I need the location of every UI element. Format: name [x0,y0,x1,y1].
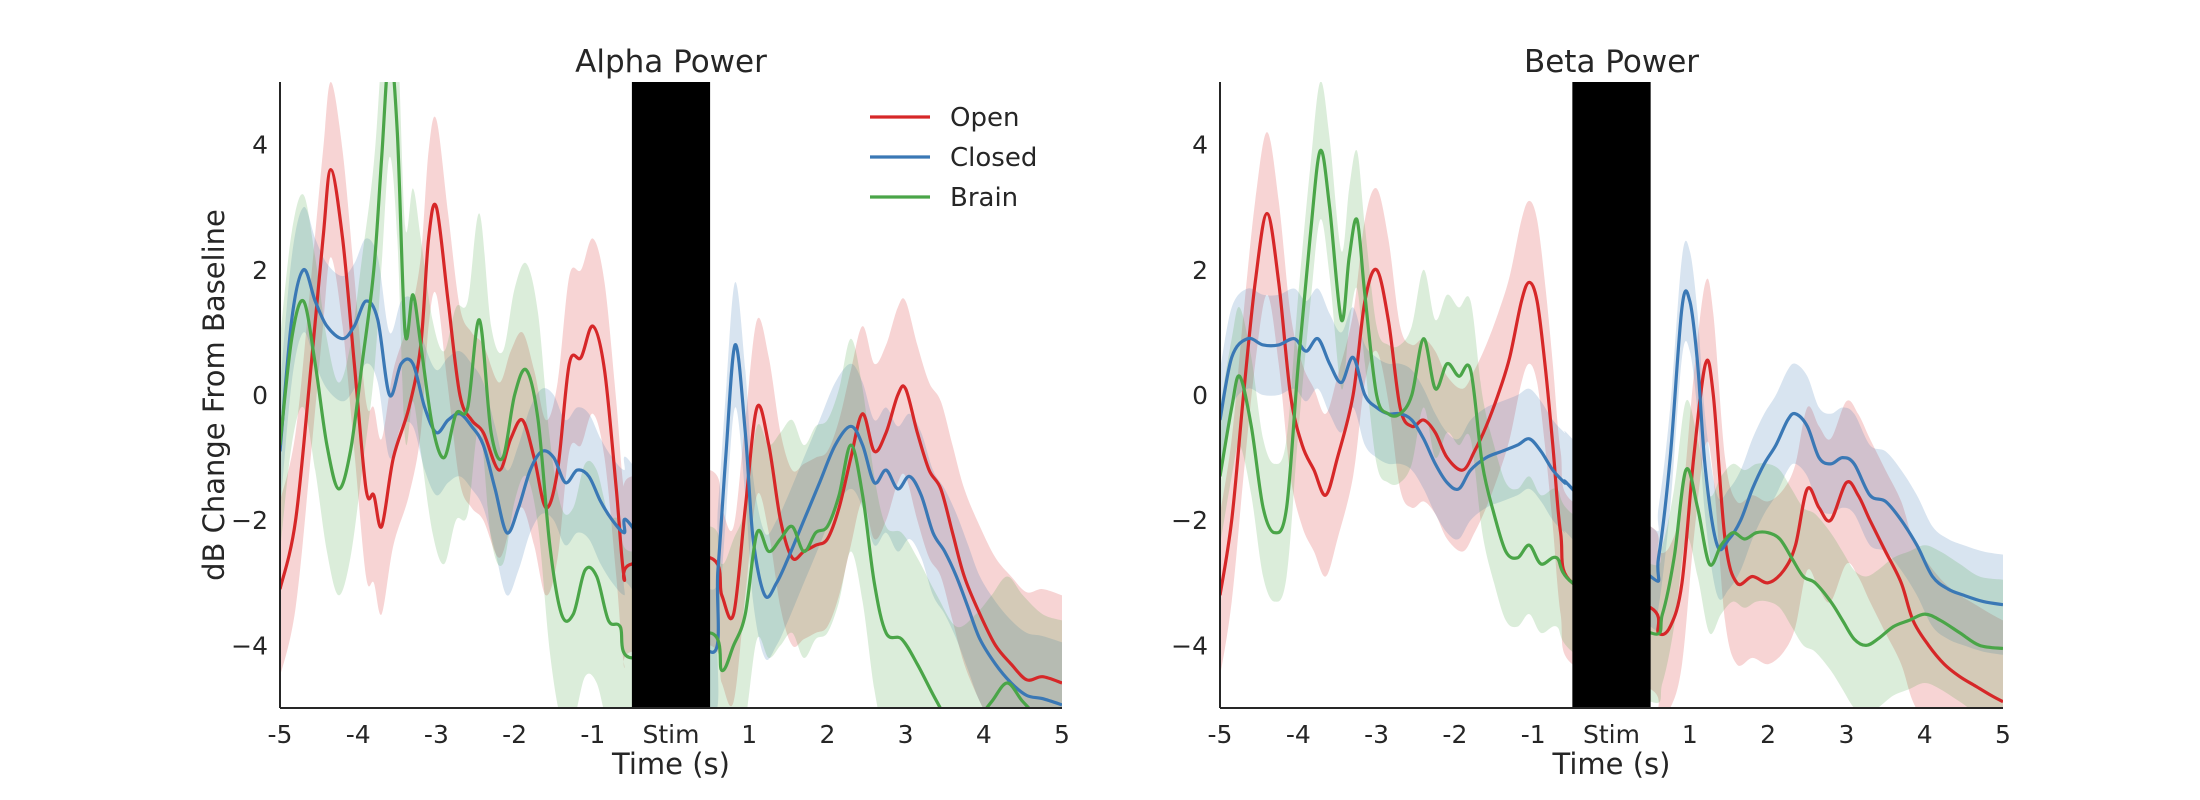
legend: Open Closed Brain [870,103,1037,213]
x-tick-label: 1 [1682,720,1698,749]
legend-label-closed: Closed [950,143,1037,173]
x-axis-label: Time (s) [611,747,730,781]
stim-window-block [1572,82,1651,708]
line-open [1220,211,2003,704]
y-tick-label: −2 [231,506,268,535]
x-tick-label: -3 [424,720,449,749]
band-brain [1220,82,2003,708]
x-tick-label: 5 [1995,720,2011,749]
stim-window-block [631,82,711,708]
x-tick-label: -3 [1364,720,1389,749]
x-tick-label: 5 [1054,720,1070,749]
beta-power-panel: -5 -4 -3 -2 -1 Stim 1 2 3 4 5 −4 −2 0 2 4 Beta Power Time… [1171,44,2011,781]
y-tick-label: −4 [231,631,268,660]
y-tick-label: 0 [252,381,268,410]
y-tick-label: 2 [1192,256,1208,285]
x-tick-label: 1 [741,720,757,749]
x-tick-label: -1 [580,720,605,749]
y-tick-label: 0 [1192,381,1208,410]
y-tick-label: 2 [252,256,268,285]
x-tick-label: 2 [1760,720,1776,749]
chart-title: Beta Power [1524,44,1699,80]
y-tick-label: 4 [252,131,268,160]
band-open [1220,132,2003,708]
band-brain [280,82,1062,708]
legend-label-brain: Brain [950,183,1018,213]
line-brain [280,82,1031,708]
legend-label-open: Open [950,103,1019,133]
y-axis-label: dB Change From Baseline [197,209,231,581]
x-tick-label: -2 [1442,720,1467,749]
x-tick-label: Stim [643,720,700,749]
x-tick-label: -4 [1286,720,1311,749]
x-tick-label: 2 [819,720,835,749]
line-brain [1220,148,2003,651]
line-closed [1220,289,2003,607]
y-tick-label: −2 [1171,506,1208,535]
x-tick-label: 3 [1838,720,1854,749]
x-tick-label: -5 [1208,720,1233,749]
alpha-power-panel: -5 -4 -3 -2 -1 Stim 1 2 3 4 5 −4 −2 0 2 4 Alpha Power Tim… [197,44,1070,781]
x-tick-label: -4 [346,720,371,749]
x-tick-label: -1 [1521,720,1546,749]
y-tick-label: 4 [1192,131,1208,160]
x-tick-label: Stim [1583,720,1640,749]
x-axis-label: Time (s) [1552,747,1671,781]
y-tick-label: −4 [1171,631,1208,660]
x-tick-label: 4 [1917,720,1933,749]
x-tick-label: -5 [268,720,293,749]
x-tick-label: 3 [898,720,914,749]
x-tick-label: 4 [976,720,992,749]
chart-title: Alpha Power [575,44,767,80]
x-tick-label: -2 [502,720,527,749]
line-open [280,168,1062,685]
